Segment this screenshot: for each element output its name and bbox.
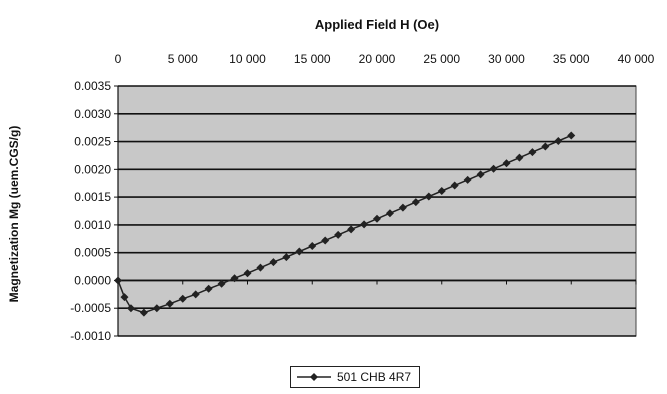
x-tick-label: 10 000: [229, 52, 266, 66]
data-point: [347, 225, 356, 234]
y-tick-label: 0.0000: [74, 273, 111, 287]
x-tick-label: 40 000: [618, 52, 655, 66]
x-tick-label: 35 000: [553, 52, 590, 66]
data-point: [243, 269, 252, 278]
legend: 501 CHB 4R7: [290, 366, 421, 388]
x-tick-label: 30 000: [488, 52, 525, 66]
data-point: [424, 192, 433, 201]
data-point: [476, 170, 485, 179]
x-tick-label: 0: [115, 52, 122, 66]
data-point: [230, 274, 239, 283]
data-point: [515, 153, 524, 162]
data-point: [269, 258, 278, 267]
data-point: [165, 299, 174, 308]
data-point: [528, 148, 537, 157]
x-tick-label: 5 000: [168, 52, 198, 66]
data-point: [411, 198, 420, 207]
data-point: [567, 131, 576, 140]
y-tick-label: 0.0030: [74, 107, 111, 121]
data-point: [450, 181, 459, 190]
data-point: [126, 304, 135, 313]
y-tick-label: 0.0025: [74, 135, 111, 149]
data-point: [120, 293, 129, 302]
data-point: [360, 220, 369, 229]
data-point: [295, 247, 304, 256]
data-point: [398, 203, 407, 212]
x-axis-title: Applied Field H (Oe): [314, 17, 440, 32]
y-tick-label: -0.0010: [70, 329, 111, 343]
x-tick-label: 20 000: [359, 52, 396, 66]
data-point: [191, 290, 200, 299]
y-tick-label: -0.0005: [70, 301, 111, 315]
data-point: [114, 276, 122, 285]
data-point: [282, 253, 291, 262]
data-point: [152, 304, 161, 313]
data-point: [178, 294, 187, 303]
data-point: [308, 242, 317, 250]
data-point: [502, 159, 511, 168]
data-point: [437, 187, 446, 195]
data-point: [139, 308, 148, 317]
data-point: [385, 209, 394, 218]
data-point: [256, 263, 265, 272]
data-point: [204, 284, 213, 293]
x-tick-label: 15 000: [294, 52, 331, 66]
plot-area: [117, 85, 637, 337]
x-tick-label: 25 000: [423, 52, 460, 66]
data-point: [463, 175, 472, 184]
data-point: [554, 137, 563, 145]
data-point: [321, 236, 330, 245]
data-point: [489, 164, 498, 173]
y-tick-label: 0.0015: [74, 190, 111, 204]
legend-label: 501 CHB 4R7: [337, 370, 412, 384]
y-tick-label: 0.0005: [74, 246, 111, 260]
data-point: [373, 214, 381, 223]
data-point: [217, 279, 226, 288]
legend-line-marker: [297, 373, 331, 381]
data-point: [334, 230, 343, 239]
data-point: [541, 142, 550, 151]
y-tick-label: 0.0035: [74, 79, 111, 93]
y-tick-label: 0.0010: [74, 218, 111, 232]
y-tick-label: 0.0020: [74, 162, 111, 176]
